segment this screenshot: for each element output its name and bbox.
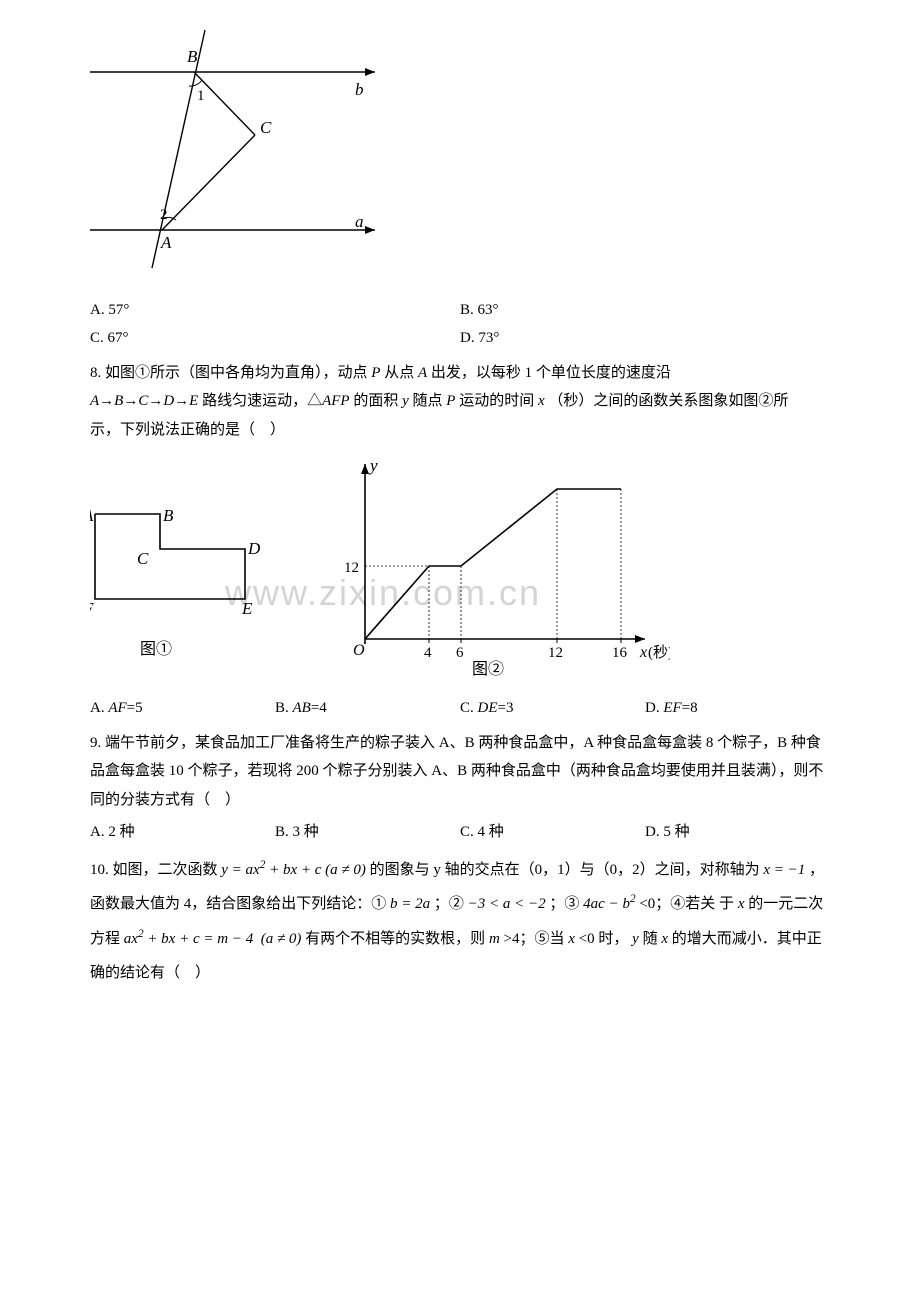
q10-c3: 4ac − b2 <box>583 896 635 912</box>
q8-figures: www.zixin.com.cn A B C D E F 图① <box>90 459 830 684</box>
svg-text:E: E <box>241 599 253 618</box>
q9-stem: 9. 端午节前夕，某食品加工厂准备将生产的粽子装入 A、B 两种食品盒中，A 种… <box>90 729 830 815</box>
svg-text:A: A <box>90 506 94 525</box>
q9-option-D: D. 5 种 <box>645 818 830 847</box>
svg-text:图②: 图② <box>472 660 504 678</box>
q9-number: 9. <box>90 735 101 751</box>
q8-number: 8. <box>90 365 101 381</box>
q7-option-C: C. 67° <box>90 324 460 353</box>
q9-option-B: B. 3 种 <box>275 818 460 847</box>
q10-stem: 10. 如图，二次函数 y = ax2 + bx + c (a ≠ 0) 的图象… <box>90 853 830 991</box>
q8-option-C: C. DE=3 <box>460 694 645 723</box>
label-C: C <box>260 118 272 137</box>
q10-eq2: ax2 + bx + c = m − 4 (a ≠ 0) <box>124 931 302 947</box>
svg-text:D: D <box>247 539 261 558</box>
svg-text:12: 12 <box>344 560 359 576</box>
q7-option-A: A. 57° <box>90 296 460 325</box>
svg-text:16: 16 <box>612 645 628 661</box>
svg-text:O: O <box>353 642 365 659</box>
q8-options: A. AF=5 B. AB=4 C. DE=3 D. EF=8 <box>90 694 830 723</box>
label-B: B <box>187 47 198 66</box>
svg-text:6: 6 <box>456 645 464 661</box>
q8-option-A: A. AF=5 <box>90 694 275 723</box>
q8-stem: 8. 如图①所示（图中各角均为直角），动点 P 从点 A 出发，以每秒 1 个单… <box>90 359 830 445</box>
svg-text:y: y <box>368 459 378 475</box>
q10-number: 10. <box>90 862 109 878</box>
q7-figure: B C A b a 1 2 <box>90 20 830 286</box>
svg-text:x: x <box>639 644 647 661</box>
q8-option-B: B. AB=4 <box>275 694 460 723</box>
svg-text:图①: 图① <box>140 640 172 658</box>
q10-eq1: y = ax2 + bx + c (a ≠ 0) <box>221 862 366 878</box>
label-2: 2 <box>160 207 168 223</box>
q8-option-D: D. EF=8 <box>645 694 830 723</box>
q7-options: A. 57° B. 63° C. 67° D. 73° <box>90 296 830 353</box>
label-1: 1 <box>197 88 205 104</box>
svg-text:B: B <box>163 506 174 525</box>
label-a: a <box>355 212 364 231</box>
q9-options: A. 2 种 B. 3 种 C. 4 种 D. 5 种 <box>90 818 830 847</box>
svg-text:12: 12 <box>548 645 563 661</box>
label-b: b <box>355 80 364 99</box>
svg-text:C: C <box>137 549 149 568</box>
svg-text:4: 4 <box>424 645 432 661</box>
q7-option-D: D. 73° <box>460 324 830 353</box>
q7-option-B: B. 63° <box>460 296 830 325</box>
label-A: A <box>160 233 172 252</box>
q9-option-C: C. 4 种 <box>460 818 645 847</box>
q9-option-A: A. 2 种 <box>90 818 275 847</box>
svg-text:(秒): (秒) <box>648 644 670 661</box>
svg-text:F: F <box>90 599 94 618</box>
